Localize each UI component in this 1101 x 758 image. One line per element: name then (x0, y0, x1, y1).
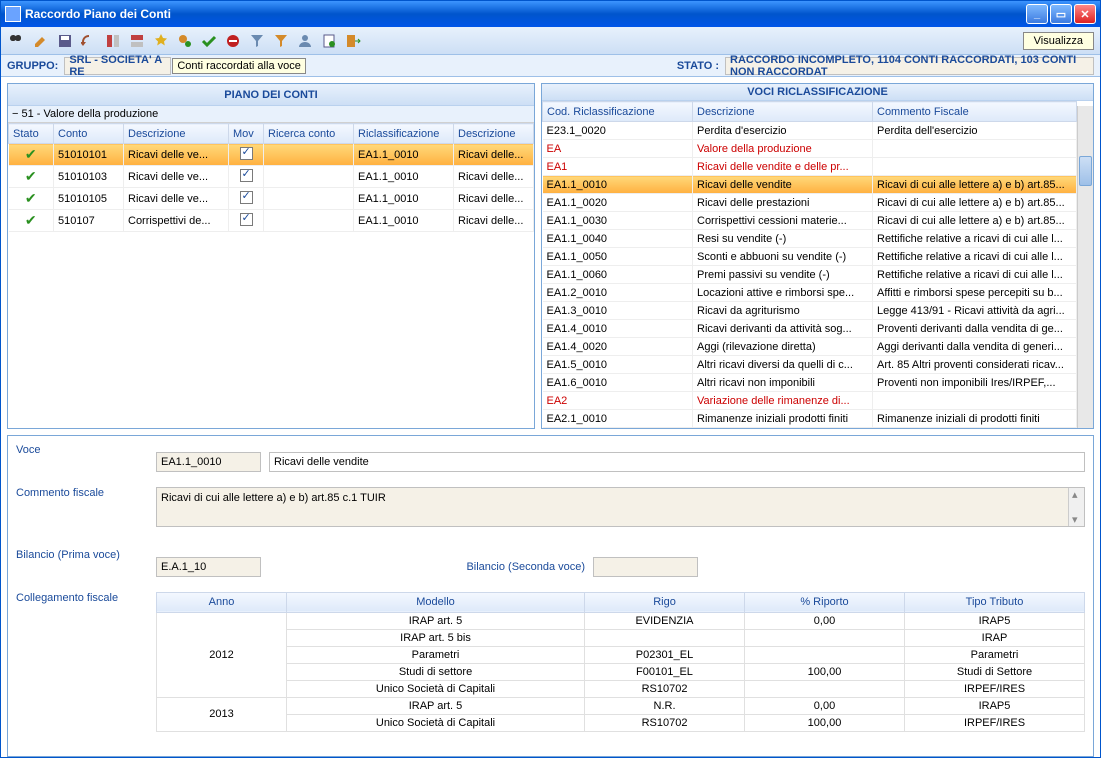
toolbar: Visualizza (1, 27, 1100, 55)
col-header[interactable]: Modello (287, 592, 585, 612)
col-header[interactable]: Descrizione (693, 102, 873, 122)
col-header[interactable]: Cod. Riclassificazione (543, 102, 693, 122)
app-icon (5, 6, 21, 22)
table-row[interactable]: EA1.1_0040Resi su vendite (-)Rettifiche … (543, 230, 1077, 248)
bilancio1-label: Bilancio (Prima voce) (16, 549, 146, 586)
table-row[interactable]: ✔51010101Ricavi delle ve...EA1.1_0010Ric… (9, 144, 534, 166)
voci-scrollbar[interactable] (1077, 106, 1093, 428)
check-icon[interactable] (199, 31, 219, 51)
close-button[interactable]: ✕ (1074, 4, 1096, 24)
edit-icon[interactable] (31, 31, 51, 51)
voce-label: Voce (16, 444, 146, 481)
table-row[interactable]: EA1.2_0010Locazioni attive e rimborsi sp… (543, 284, 1077, 302)
table-row[interactable]: EA1.1_0020Ricavi delle prestazioniRicavi… (543, 194, 1077, 212)
col-header[interactable]: Riclassificazione (354, 124, 454, 144)
titlebar: Raccordo Piano dei Conti _ ▭ ✕ (1, 1, 1100, 27)
stato-field: RACCORDO INCOMPLETO, 1104 CONTI RACCORDA… (725, 57, 1094, 75)
col-header[interactable]: Descrizione (454, 124, 534, 144)
stato-label: STATO : (677, 60, 719, 72)
grid1-icon[interactable] (103, 31, 123, 51)
piano-conti-header: PIANO DEI CONTI (8, 84, 534, 106)
voci-header: VOCI RICLASSIFICAZIONE (542, 84, 1093, 101)
gruppo-field[interactable]: SRL - SOCIETA' A RE (64, 57, 171, 75)
bilancio1-field[interactable]: E.A.1_10 (156, 557, 261, 577)
table-row[interactable]: E23.1_0020Perdita d'esercizioPerdita del… (543, 122, 1077, 140)
stop-icon[interactable] (223, 31, 243, 51)
tree-header[interactable]: − 51 - Valore della produzione (8, 106, 534, 123)
col-header[interactable]: Tipo Tributo (905, 592, 1085, 612)
table-row[interactable]: 2012IRAP art. 5EVIDENZIA0,00IRAP5 (157, 612, 1085, 629)
gruppo-label: GRUPPO: (7, 60, 58, 72)
gears-icon[interactable] (175, 31, 195, 51)
table-row[interactable]: EA1.1_0030Corrispettivi cessioni materie… (543, 212, 1077, 230)
table-row[interactable]: EA1.1_0050Sconti e abbuoni su vendite (-… (543, 248, 1077, 266)
table-row[interactable]: Unico Società di CapitaliRS10702IRPEF/IR… (157, 680, 1085, 697)
table-row[interactable]: Unico Società di CapitaliRS10702100,00IR… (157, 714, 1085, 731)
col-header[interactable]: Conto (54, 124, 124, 144)
col-header[interactable]: Ricerca conto (264, 124, 354, 144)
col-header[interactable]: Rigo (585, 592, 745, 612)
col-header[interactable]: Mov (229, 124, 264, 144)
table-row[interactable]: ParametriP02301_ELParametri (157, 646, 1085, 663)
table-row[interactable]: EA1.6_0010Altri ricavi non imponibiliPro… (543, 374, 1077, 392)
collegamento-label: Collegamento fiscale (16, 592, 146, 749)
grid2-icon[interactable] (127, 31, 147, 51)
voce-code-field[interactable]: EA1.1_0010 (156, 452, 261, 472)
bilancio2-field[interactable] (593, 557, 698, 577)
search-icon[interactable] (7, 31, 27, 51)
star-icon[interactable] (151, 31, 171, 51)
table-row[interactable]: ✔51010103Ricavi delle ve...EA1.1_0010Ric… (9, 166, 534, 188)
voce-desc-field: Ricavi delle vendite (269, 452, 1085, 472)
table-row[interactable]: EA2Variazione delle rimanenze di... (543, 392, 1077, 410)
col-header[interactable]: % Riporto (745, 592, 905, 612)
minimize-button[interactable]: _ (1026, 4, 1048, 24)
infobar: GRUPPO: SRL - SOCIETA' A RE Conti raccor… (1, 55, 1100, 77)
voci-panel: VOCI RICLASSIFICAZIONE Cod. Riclassifica… (541, 83, 1094, 429)
detail-panel: Voce EA1.1_0010 Ricavi delle vendite Com… (7, 435, 1094, 757)
table-row[interactable]: EAValore della produzione (543, 140, 1077, 158)
funnel-icon[interactable] (247, 31, 267, 51)
table-row[interactable]: EA2.1_0010Rimanenze iniziali prodotti fi… (543, 410, 1077, 428)
col-header[interactable]: Descrizione (124, 124, 229, 144)
page-icon[interactable] (319, 31, 339, 51)
piano-conti-panel: PIANO DEI CONTI − 51 - Valore della prod… (7, 83, 535, 429)
col-header[interactable]: Commento Fiscale (873, 102, 1077, 122)
table-row[interactable]: EA1.1_0060Premi passivi su vendite (-)Re… (543, 266, 1077, 284)
table-row[interactable]: EA1.4_0020Aggi (rilevazione diretta)Aggi… (543, 338, 1077, 356)
funnel2-icon[interactable] (271, 31, 291, 51)
table-row[interactable]: Studi di settoreF00101_EL100,00Studi di … (157, 663, 1085, 680)
visualizza-button[interactable]: Visualizza (1023, 32, 1094, 50)
table-row[interactable]: 2013IRAP art. 5N.R.0,00IRAP5 (157, 697, 1085, 714)
table-row[interactable]: EA1.5_0010Altri ricavi diversi da quelli… (543, 356, 1077, 374)
tooltip: Conti raccordati alla voce (172, 58, 306, 74)
save-icon[interactable] (55, 31, 75, 51)
table-row[interactable]: EA1.1_0010Ricavi delle venditeRicavi di … (543, 176, 1077, 194)
table-row[interactable]: ✔51010105Ricavi delle ve...EA1.1_0010Ric… (9, 188, 534, 210)
table-row[interactable]: ✔510107Corrispettivi de...EA1.1_0010Rica… (9, 210, 534, 232)
commento-label: Commento fiscale (16, 487, 146, 544)
maximize-button[interactable]: ▭ (1050, 4, 1072, 24)
piano-conti-grid[interactable]: StatoContoDescrizioneMovRicerca contoRic… (8, 123, 534, 232)
table-row[interactable]: IRAP art. 5 bisIRAP (157, 629, 1085, 646)
voci-grid[interactable]: Cod. RiclassificazioneDescrizioneComment… (542, 101, 1077, 428)
commento-field[interactable]: Ricavi di cui alle lettere a) e b) art.8… (156, 487, 1085, 527)
user-icon[interactable] (295, 31, 315, 51)
table-row[interactable]: EA1.4_0010Ricavi derivanti da attività s… (543, 320, 1077, 338)
collegamento-table[interactable]: AnnoModelloRigo% RiportoTipo Tributo 201… (156, 592, 1085, 732)
undo-icon[interactable] (79, 31, 99, 51)
table-row[interactable]: EA1Ricavi delle vendite e delle pr... (543, 158, 1077, 176)
window-title: Raccordo Piano dei Conti (25, 7, 1024, 21)
table-row[interactable]: EA1.3_0010Ricavi da agriturismoLegge 413… (543, 302, 1077, 320)
exit-icon[interactable] (343, 31, 363, 51)
col-header[interactable]: Anno (157, 592, 287, 612)
col-header[interactable]: Stato (9, 124, 54, 144)
bilancio2-label: Bilancio (Seconda voce) (466, 561, 585, 573)
